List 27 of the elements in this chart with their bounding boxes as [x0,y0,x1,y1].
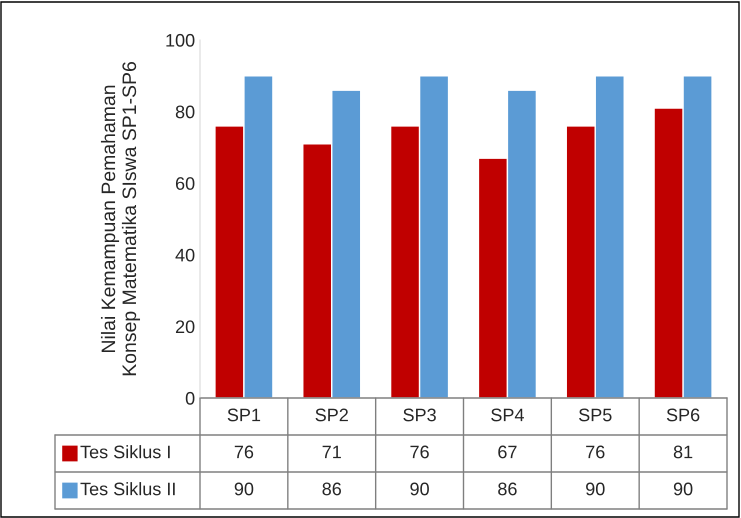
y-tick-label: 20 [176,320,194,334]
data-label: 86 [322,482,341,496]
data-label: 67 [498,446,517,458]
y-tick-label: 60 [176,177,194,190]
data-label: 76 [586,446,604,458]
x-tick-label: SP2 [316,408,348,422]
y-tick-label: 0 [186,392,194,405]
x-tick-label: SP3 [403,408,436,422]
x-tick-label: SP1 [228,408,260,422]
data-label: 81 [674,446,692,458]
data-label: 76 [234,446,254,458]
data-label: 90 [674,482,692,496]
data-label: 76 [410,446,429,458]
data-label: 86 [498,482,517,496]
y-tick-label: 80 [176,106,194,118]
y-axis-title: Nilai Kemampuan Pemahaman Konsep Matematika SIswa SP1-SP6 [100,62,140,376]
data-label: 90 [586,482,605,496]
y-tick-label: 100 [166,34,194,47]
x-tick-label: SP5 [579,408,612,422]
x-tick-label: SP6 [666,408,700,422]
data-label: 90 [410,482,429,496]
y-tick-label: 40 [175,248,194,262]
data-label: 90 [234,482,254,496]
data-label: 71 [322,446,341,458]
legend-label: Tes Siklus I [80,445,170,458]
legend-label: Tes Siklus II [80,482,175,496]
x-tick-label: SP4 [491,408,524,422]
